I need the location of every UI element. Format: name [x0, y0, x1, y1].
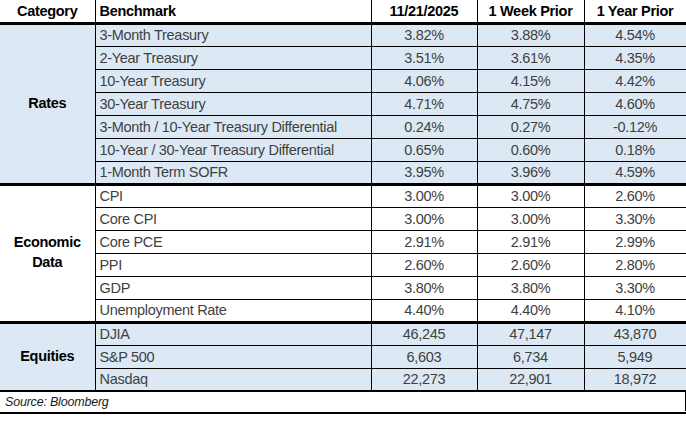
table-row: PPI 2.60% 2.60% 2.80%	[0, 253, 686, 276]
value-cell: 0.18%	[584, 138, 686, 161]
value-cell: 3.00%	[477, 207, 584, 230]
column-header-benchmark: Benchmark	[95, 0, 371, 23]
value-cell: 0.60%	[477, 138, 584, 161]
benchmark-cell: 2-Year Treasury	[95, 46, 371, 69]
value-cell: 3.61%	[477, 46, 584, 69]
table-row: Unemployment Rate 4.40% 4.40% 4.10%	[0, 299, 686, 322]
table-row: Rates 3-Month Treasury 3.82% 3.88% 4.54%	[0, 23, 686, 46]
benchmark-cell: 10-Year Treasury	[95, 69, 371, 92]
category-cell-economic-data: Economic Data	[0, 184, 95, 322]
value-cell: 3.95%	[371, 161, 477, 184]
column-header-week-prior: 1 Week Prior	[477, 0, 584, 23]
table-row: 30-Year Treasury 4.71% 4.75% 4.60%	[0, 92, 686, 115]
category-cell-rates: Rates	[0, 23, 95, 184]
market-snapshot-table: Category Benchmark 11/21/2025 1 Week Pri…	[0, 0, 686, 426]
table-row: Core PCE 2.91% 2.91% 2.99%	[0, 230, 686, 253]
value-cell: 0.27%	[477, 115, 584, 138]
section-economic-data: Economic Data CPI 3.00% 3.00% 2.60% Core…	[0, 184, 686, 322]
benchmark-cell: Nasdaq	[95, 368, 371, 391]
table-row: S&P 500 6,603 6,734 5,949	[0, 345, 686, 368]
table-row: 10-Year / 30-Year Treasury Differential …	[0, 138, 686, 161]
value-cell: 4.40%	[371, 299, 477, 322]
benchmark-cell: CPI	[95, 184, 371, 207]
value-cell: 3.51%	[371, 46, 477, 69]
benchmark-cell: PPI	[95, 253, 371, 276]
value-cell: 3.88%	[477, 23, 584, 46]
value-cell: 3.30%	[584, 207, 686, 230]
value-cell: 2.99%	[584, 230, 686, 253]
value-cell: 2.60%	[371, 253, 477, 276]
value-cell: 2.60%	[477, 253, 584, 276]
table-row: Equities DJIA 46,245 47,147 43,870	[0, 322, 686, 345]
column-header-year-prior: 1 Year Prior	[584, 0, 686, 23]
benchmark-cell: 30-Year Treasury	[95, 92, 371, 115]
table-row: Economic Data CPI 3.00% 3.00% 2.60%	[0, 184, 686, 207]
value-cell: 5,949	[584, 345, 686, 368]
value-cell: 2.91%	[477, 230, 584, 253]
value-cell: 2.91%	[371, 230, 477, 253]
value-cell: 0.65%	[371, 138, 477, 161]
value-cell: 4.35%	[584, 46, 686, 69]
category-cell-equities: Equities	[0, 322, 95, 391]
value-cell: 22,901	[477, 368, 584, 391]
benchmark-cell: 10-Year / 30-Year Treasury Differential	[95, 138, 371, 161]
section-equities: Equities DJIA 46,245 47,147 43,870 S&P 5…	[0, 322, 686, 391]
table-row: Nasdaq 22,273 22,901 18,972	[0, 368, 686, 391]
benchmark-cell: 3-Month Treasury	[95, 23, 371, 46]
value-cell: 4.59%	[584, 161, 686, 184]
benchmark-cell: S&P 500	[95, 345, 371, 368]
value-cell: 3.96%	[477, 161, 584, 184]
value-cell: 2.80%	[584, 253, 686, 276]
value-cell: 4.75%	[477, 92, 584, 115]
value-cell: -0.12%	[584, 115, 686, 138]
benchmark-cell: Core CPI	[95, 207, 371, 230]
value-cell: 3.80%	[371, 276, 477, 299]
benchmark-cell: DJIA	[95, 322, 371, 345]
benchmark-cell: 3-Month / 10-Year Treasury Differential	[95, 115, 371, 138]
table-row: 2-Year Treasury 3.51% 3.61% 4.35%	[0, 46, 686, 69]
value-cell: 0.24%	[371, 115, 477, 138]
table-header: Category Benchmark 11/21/2025 1 Week Pri…	[0, 0, 686, 23]
value-cell: 6,734	[477, 345, 584, 368]
value-cell: 4.42%	[584, 69, 686, 92]
value-cell: 4.10%	[584, 299, 686, 322]
value-cell: 4.71%	[371, 92, 477, 115]
benchmark-cell: GDP	[95, 276, 371, 299]
value-cell: 3.00%	[371, 207, 477, 230]
table-row: GDP 3.80% 3.80% 3.30%	[0, 276, 686, 299]
value-cell: 47,147	[477, 322, 584, 345]
header-row: Category Benchmark 11/21/2025 1 Week Pri…	[0, 0, 686, 23]
value-cell: 4.60%	[584, 92, 686, 115]
value-cell: 46,245	[371, 322, 477, 345]
column-header-category: Category	[0, 0, 95, 23]
value-cell: 4.06%	[371, 69, 477, 92]
table-row: 3-Month / 10-Year Treasury Differential …	[0, 115, 686, 138]
bottom-border-rule	[0, 412, 686, 414]
value-cell: 43,870	[584, 322, 686, 345]
table-row: Core CPI 3.00% 3.00% 3.30%	[0, 207, 686, 230]
column-header-current-date: 11/21/2025	[371, 0, 477, 23]
value-cell: 3.30%	[584, 276, 686, 299]
section-rates: Rates 3-Month Treasury 3.82% 3.88% 4.54%…	[0, 23, 686, 184]
value-cell: 18,972	[584, 368, 686, 391]
source-note: Source: Bloomberg	[0, 392, 686, 411]
value-cell: 4.40%	[477, 299, 584, 322]
value-cell: 3.00%	[477, 184, 584, 207]
table-row: 10-Year Treasury 4.06% 4.15% 4.42%	[0, 69, 686, 92]
table-row: 1-Month Term SOFR 3.95% 3.96% 4.59%	[0, 161, 686, 184]
value-cell: 4.15%	[477, 69, 584, 92]
benchmark-table: Category Benchmark 11/21/2025 1 Week Pri…	[0, 0, 686, 392]
value-cell: 3.00%	[371, 184, 477, 207]
value-cell: 3.82%	[371, 23, 477, 46]
value-cell: 4.54%	[584, 23, 686, 46]
benchmark-cell: Core PCE	[95, 230, 371, 253]
value-cell: 2.60%	[584, 184, 686, 207]
value-cell: 3.80%	[477, 276, 584, 299]
benchmark-cell: 1-Month Term SOFR	[95, 161, 371, 184]
value-cell: 6,603	[371, 345, 477, 368]
value-cell: 22,273	[371, 368, 477, 391]
benchmark-cell: Unemployment Rate	[95, 299, 371, 322]
